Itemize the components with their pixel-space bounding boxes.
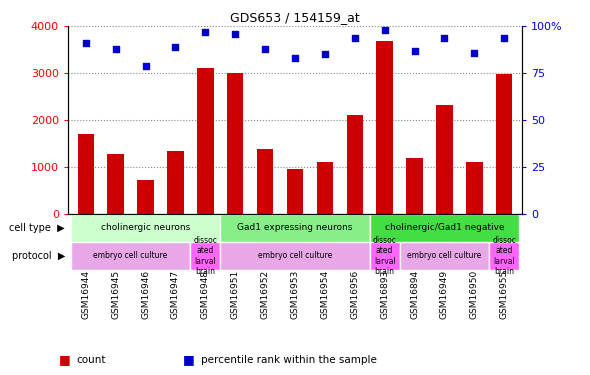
Text: cell type  ▶: cell type ▶ (9, 223, 65, 233)
Bar (466, 162, 483, 214)
Text: cholinergic neurons: cholinergic neurons (101, 223, 190, 232)
Text: GSM16944: GSM16944 (81, 270, 90, 319)
Text: GSM16950: GSM16950 (470, 270, 479, 319)
Text: embryo cell culture: embryo cell culture (258, 251, 332, 260)
Text: percentile rank within the sample: percentile rank within the sample (201, 355, 376, 365)
Point (141, 63, 150, 69)
Text: GSM16955: GSM16955 (500, 270, 509, 319)
Point (111, 46, 120, 52)
Point (350, 34, 359, 40)
Bar (257, 149, 273, 214)
Point (500, 34, 509, 40)
Point (470, 50, 479, 55)
Text: embryo cell culture: embryo cell culture (93, 251, 168, 260)
Bar (71, 242, 191, 270)
Point (380, 27, 389, 33)
Bar (399, 242, 489, 270)
Bar (370, 242, 399, 270)
Point (81, 40, 90, 46)
Bar (376, 41, 393, 214)
Text: cholinergic/Gad1 negative: cholinergic/Gad1 negative (385, 223, 504, 232)
Text: count: count (77, 355, 106, 365)
Bar (77, 134, 94, 214)
Point (290, 55, 300, 61)
Text: GSM16949: GSM16949 (440, 270, 449, 319)
Text: ■: ■ (59, 354, 71, 366)
Text: dissoc
ated
larval
brain: dissoc ated larval brain (194, 236, 217, 276)
Bar (489, 242, 519, 270)
Point (260, 46, 270, 52)
Bar (137, 180, 154, 214)
Bar (220, 242, 370, 270)
Point (440, 34, 449, 40)
Text: protocol  ▶: protocol ▶ (12, 251, 65, 261)
Point (231, 31, 240, 37)
Text: GSM16951: GSM16951 (231, 270, 240, 319)
Text: dissoc
ated
larval
brain: dissoc ated larval brain (492, 236, 516, 276)
Text: GSM16954: GSM16954 (320, 270, 329, 319)
Bar (287, 169, 303, 214)
Text: GSM16893: GSM16893 (380, 270, 389, 319)
Text: GSM16956: GSM16956 (350, 270, 359, 319)
Bar (107, 154, 124, 214)
Bar (197, 68, 214, 214)
Text: GSM16953: GSM16953 (290, 270, 300, 319)
Point (171, 44, 180, 50)
Point (320, 51, 330, 57)
Text: GSM16894: GSM16894 (410, 270, 419, 319)
Text: dissoc
ated
larval
brain: dissoc ated larval brain (373, 236, 396, 276)
Bar (220, 214, 370, 242)
Point (201, 29, 210, 35)
Text: GSM16948: GSM16948 (201, 270, 210, 319)
Bar (317, 162, 333, 214)
Bar (191, 242, 220, 270)
Bar (370, 214, 519, 242)
Bar (407, 158, 423, 214)
Text: embryo cell culture: embryo cell culture (407, 251, 481, 260)
Point (410, 48, 419, 54)
Bar (71, 214, 220, 242)
Text: GSM16945: GSM16945 (111, 270, 120, 319)
Bar (436, 105, 453, 214)
Title: GDS653 / 154159_at: GDS653 / 154159_at (230, 11, 360, 24)
Text: GSM16952: GSM16952 (261, 270, 270, 319)
Text: GSM16946: GSM16946 (141, 270, 150, 319)
Bar (167, 151, 183, 214)
Bar (346, 116, 363, 214)
Bar (496, 74, 513, 214)
Text: ■: ■ (183, 354, 195, 366)
Text: Gad1 expressing neurons: Gad1 expressing neurons (237, 223, 353, 232)
Bar (227, 73, 244, 214)
Text: GSM16947: GSM16947 (171, 270, 180, 319)
